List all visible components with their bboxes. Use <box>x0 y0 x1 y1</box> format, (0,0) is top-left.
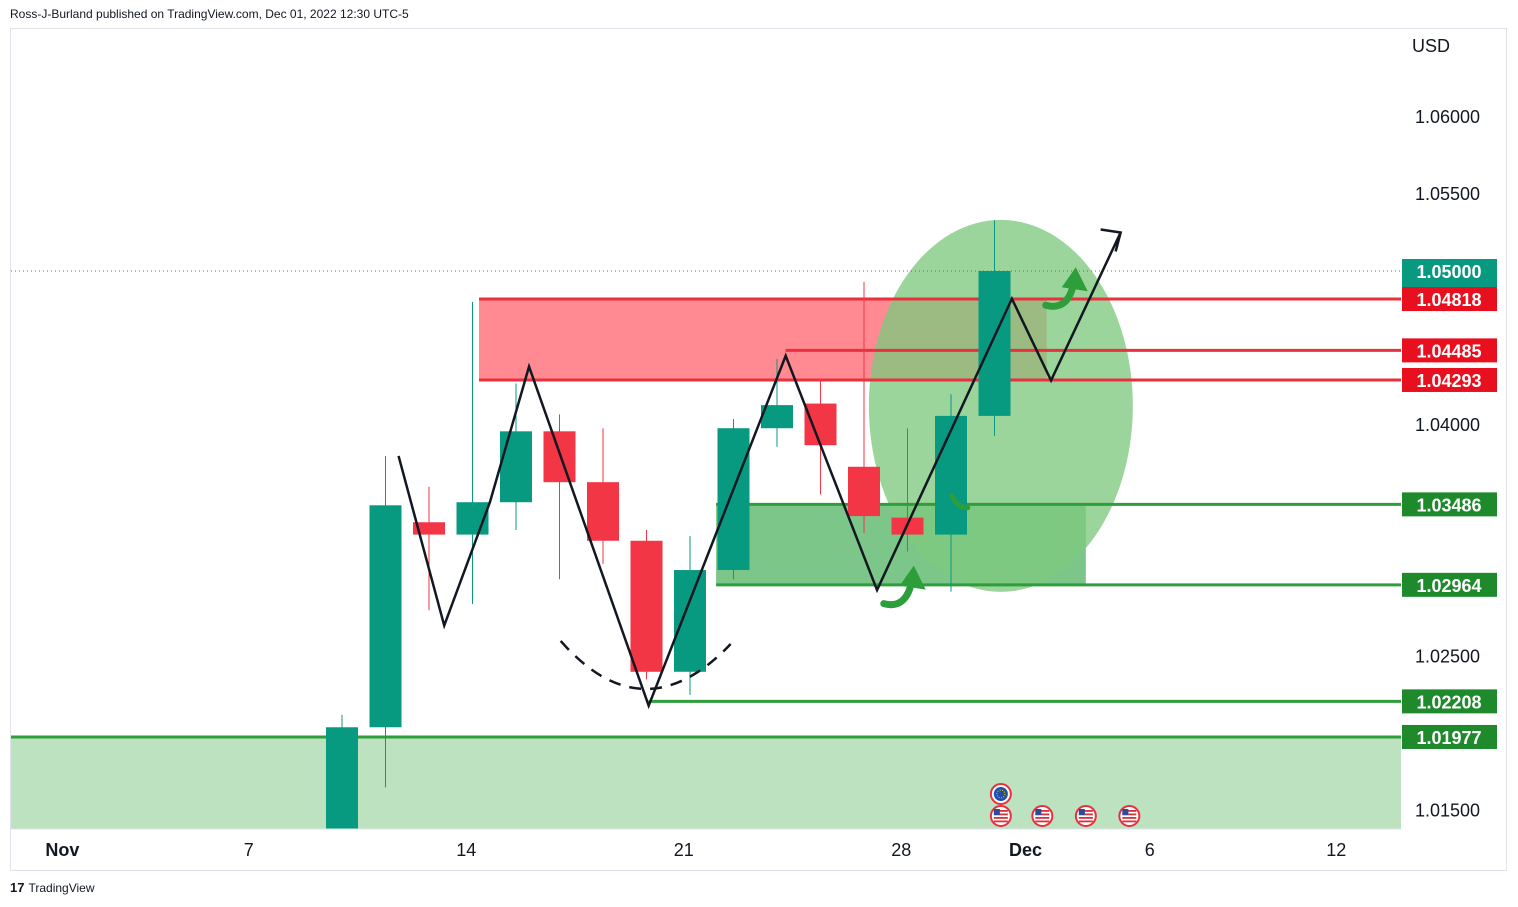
candle-body <box>630 540 663 672</box>
x-tick-label: Nov <box>45 840 79 860</box>
level-tag-3: 1.04293 <box>1402 367 1497 392</box>
level-tag-2: 1.04485 <box>1402 338 1497 363</box>
x-tick-label: 21 <box>674 840 694 860</box>
x-tick-label: 7 <box>244 840 254 860</box>
pattern-arrowhead <box>1100 228 1123 252</box>
candle <box>413 486 445 611</box>
svg-text:1.02964: 1.02964 <box>1416 576 1481 596</box>
level-tag-5: 1.02964 <box>1402 572 1497 597</box>
candle <box>543 414 576 580</box>
candle-body <box>500 431 532 503</box>
us-event-flag-icon[interactable] <box>1118 805 1141 827</box>
svg-text:1.04818: 1.04818 <box>1416 290 1481 310</box>
candle-body <box>413 522 445 535</box>
svg-text:1.04485: 1.04485 <box>1416 341 1481 361</box>
candle <box>804 378 837 495</box>
eu-event-flag-icon[interactable] <box>989 783 1012 805</box>
candle <box>326 714 358 829</box>
candle-body <box>369 505 402 728</box>
y-tick-label: 1.01500 <box>1415 801 1480 821</box>
x-tick-label: 6 <box>1145 840 1155 860</box>
candle <box>630 529 663 680</box>
tradingview-footer: 17 TradingView <box>10 880 95 895</box>
us-event-flag-icon[interactable] <box>1031 805 1054 827</box>
y-tick-label: 1.04000 <box>1415 415 1480 435</box>
candle <box>848 281 880 534</box>
svg-text:1.03486: 1.03486 <box>1416 495 1481 515</box>
candle <box>978 220 1011 436</box>
candle <box>456 301 489 604</box>
us-event-flag-icon[interactable] <box>989 805 1012 827</box>
x-tick-label: 28 <box>891 840 911 860</box>
level-tag-6: 1.02208 <box>1402 689 1497 714</box>
svg-text:1.04293: 1.04293 <box>1416 371 1481 391</box>
candle-body <box>978 271 1011 416</box>
dashed-bottom-curve <box>559 640 732 691</box>
candle <box>587 428 619 564</box>
level-tag-1: 1.04818 <box>1402 287 1497 312</box>
svg-text:1.02208: 1.02208 <box>1416 692 1481 712</box>
publisher-header: Ross-J-Burland published on TradingView.… <box>10 7 409 21</box>
candle-body <box>326 727 358 829</box>
x-tick-label: Dec <box>1009 840 1042 860</box>
tradingview-label: TradingView <box>28 880 95 895</box>
x-tick-label: 14 <box>456 840 476 860</box>
candle-body <box>674 570 706 672</box>
y-tick-label: 1.06000 <box>1415 107 1480 127</box>
candle-body <box>717 428 750 571</box>
svg-text:1.05000: 1.05000 <box>1416 262 1481 282</box>
plot-area <box>11 219 1401 829</box>
candle-body <box>543 431 576 483</box>
candle-body <box>761 405 793 429</box>
x-tick-label: 12 <box>1326 840 1346 860</box>
candle-body <box>935 415 967 535</box>
candle <box>674 536 706 695</box>
us-event-flag-icon[interactable] <box>1074 805 1097 827</box>
y-tick-label: 1.02500 <box>1415 646 1480 666</box>
level-tag-7: 1.01977 <box>1402 724 1497 749</box>
pattern-zigzag-line <box>397 231 1122 710</box>
candle <box>369 455 402 788</box>
price-chart[interactable]: USD 1.06000 1.05500 1.04000 1.02500 1.01500 No… <box>11 29 1508 872</box>
candle-body <box>848 466 880 517</box>
candle <box>500 383 532 530</box>
svg-text:1.01977: 1.01977 <box>1416 728 1481 748</box>
breakout-arrow-icon <box>1042 267 1088 310</box>
bounce-arrow-icon <box>880 565 926 609</box>
chart-frame[interactable]: USD 1.06000 1.05500 1.04000 1.02500 1.01500 No… <box>10 28 1507 871</box>
candle <box>717 418 750 580</box>
candle <box>761 358 793 447</box>
level-tag-4: 1.03486 <box>1402 492 1497 517</box>
y-tick-label: 1.05500 <box>1415 184 1480 204</box>
small-arrow-icon <box>949 493 971 511</box>
currency-label: USD <box>1412 36 1450 56</box>
support-zone-bottom <box>11 736 1401 829</box>
candle-body <box>587 482 619 541</box>
tradingview-logo-icon: 17 <box>10 880 25 895</box>
candle <box>935 394 967 592</box>
candle-body <box>804 403 837 446</box>
